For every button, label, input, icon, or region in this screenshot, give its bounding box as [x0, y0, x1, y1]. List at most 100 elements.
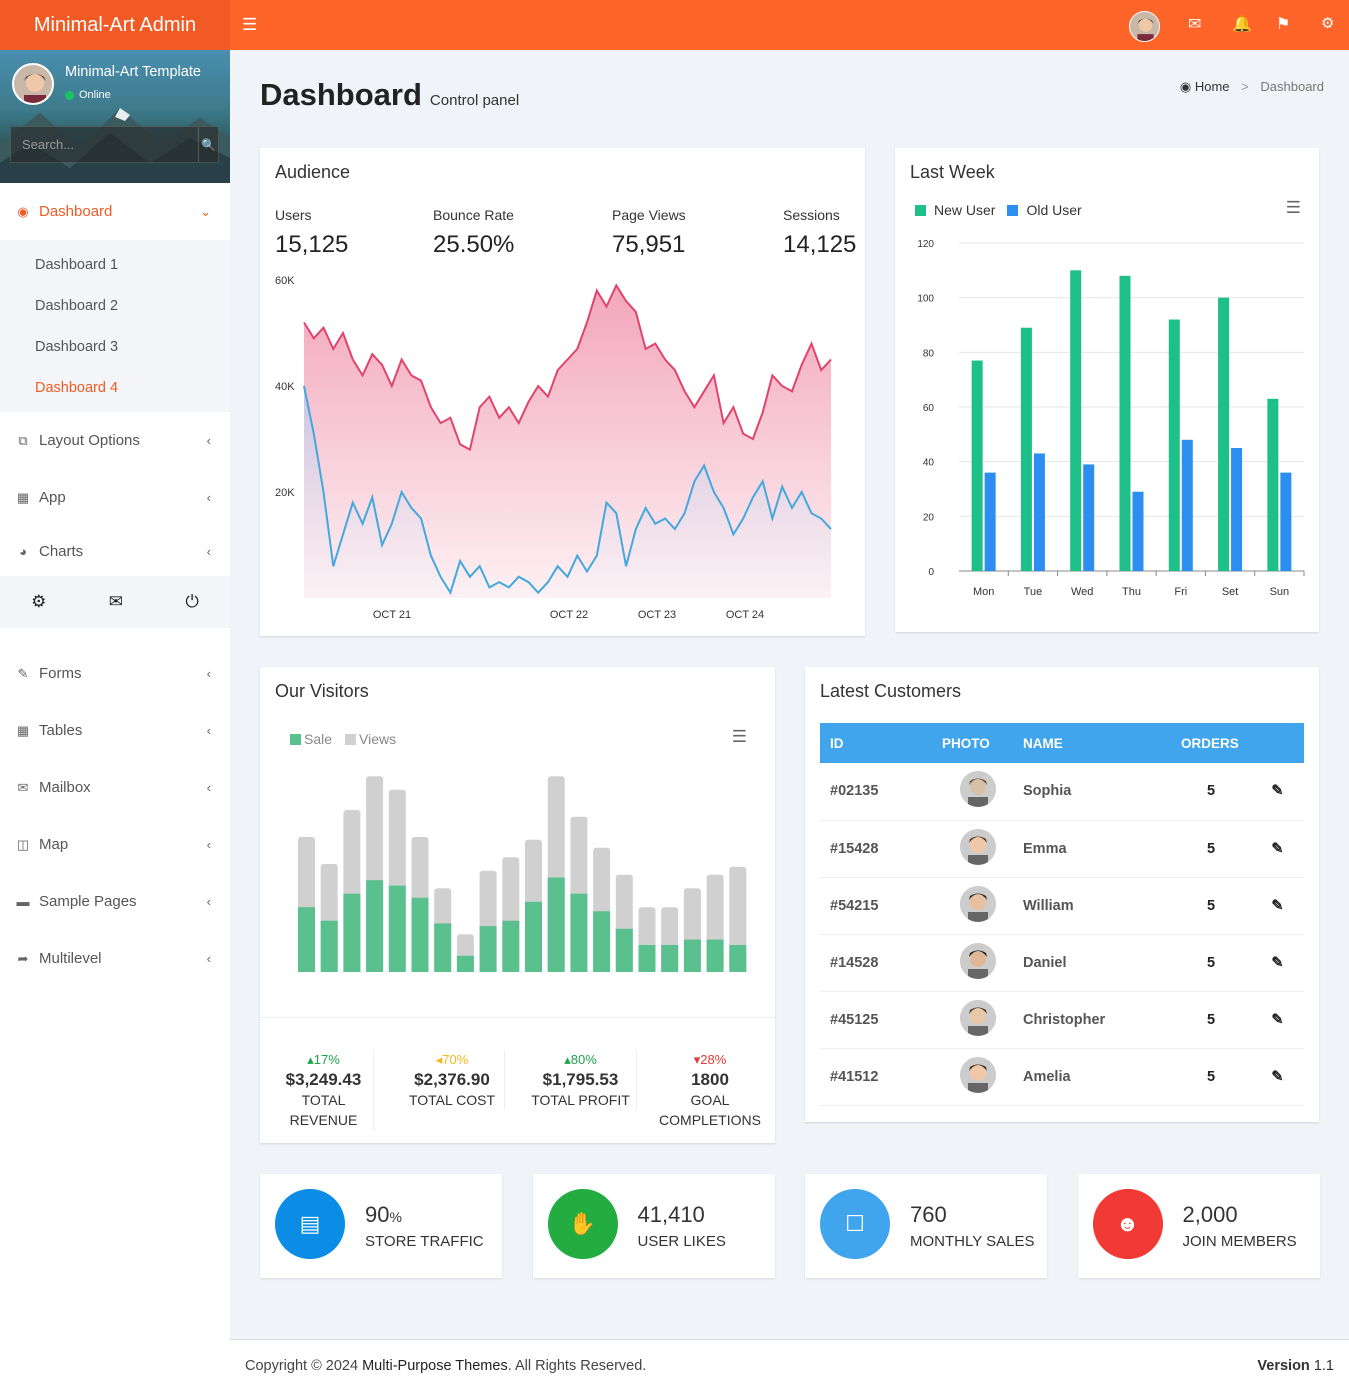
copyright-suffix: . All Rights Reserved.	[507, 1358, 647, 1374]
footer: Copyright © 2024 Multi-Purpose Themes. A…	[230, 1339, 1349, 1391]
stat-value: 15,125	[275, 231, 349, 258]
info-icon-circle: ✋	[547, 1189, 618, 1259]
last-week-card: Last Week New User Old User ☰ 0 20 40 60 80 1…	[895, 148, 1319, 632]
chart-legend: Sale Views	[290, 731, 396, 747]
customer-id: #15428	[820, 820, 932, 878]
settings-icon[interactable]: ⚙	[1321, 15, 1335, 32]
sidebar-item-label: Sample Pages	[39, 893, 137, 910]
legend-swatch	[915, 204, 926, 216]
customer-orders: 5	[1171, 877, 1251, 935]
edit-icon[interactable]: ✎	[1251, 820, 1304, 878]
topbar-user-avatar[interactable]	[1129, 11, 1160, 42]
summary-value: $2,376.90	[414, 1070, 490, 1089]
info-icon-circle: ☐	[820, 1189, 890, 1259]
brand-logo[interactable]: Minimal-Art Admin	[0, 0, 230, 50]
page-header: Dashboard Control panel	[260, 77, 519, 113]
summary-label: TOTAL PROFIT	[531, 1092, 630, 1108]
breadcrumb-home[interactable]: Home	[1194, 79, 1230, 94]
thumbs-up-icon: ✋	[568, 1211, 597, 1236]
col-header-name: NAME	[1013, 723, 1171, 763]
footer-link[interactable]: Multi-Purpose Themes	[362, 1358, 508, 1374]
info-number: 90%	[365, 1202, 402, 1228]
x-tick-label: OCT 24	[726, 609, 764, 621]
sidebar-item-mailbox[interactable]: ✉ Mailbox ‹	[0, 759, 230, 816]
bar-new-user	[1218, 297, 1230, 571]
breadcrumb-separator: >	[1241, 79, 1249, 94]
bar-old-user	[1083, 464, 1095, 571]
search-button[interactable]: 🔍	[198, 127, 218, 162]
edit-icon[interactable]: ✎	[1251, 877, 1304, 935]
mail-icon[interactable]: ✉	[108, 592, 124, 611]
bar-sale	[479, 926, 497, 972]
info-number-unit: %	[389, 1209, 402, 1225]
chart-menu-icon[interactable]: ☰	[731, 727, 747, 746]
bell-icon[interactable]: 🔔	[1232, 16, 1252, 33]
info-label: STORE TRAFFIC	[365, 1233, 484, 1250]
sidebar-subitem-dashboard-2[interactable]: Dashboard 2	[35, 297, 119, 314]
sidebar-item-multilevel[interactable]: ➦ Multilevel ‹	[0, 930, 230, 987]
chevron-left-icon: ‹	[206, 666, 211, 681]
trend-down-icon: ▾	[693, 1052, 701, 1067]
summary-label: TOTAL REVENUE	[289, 1092, 358, 1128]
sidebar-subitem-dashboard-4[interactable]: Dashboard 4	[35, 379, 119, 396]
summary-value: 1800	[691, 1070, 729, 1089]
customer-avatar	[960, 885, 996, 922]
sidebar-item-sample-pages[interactable]: ▬ Sample Pages ‹	[0, 873, 230, 930]
table-icon: ▦	[16, 722, 30, 738]
bar-old-user	[1231, 448, 1243, 571]
sidebar-item-layout-options[interactable]: ⧉ Layout Options ‹	[0, 412, 230, 469]
search-icon: 🔍	[201, 137, 216, 152]
bar-old-user	[1181, 439, 1193, 571]
bar-sale	[343, 893, 361, 972]
hamburger-menu-icon[interactable]: ☰	[242, 15, 258, 34]
sidebar-subitem-dashboard-1[interactable]: Dashboard 1	[35, 256, 119, 273]
breadcrumb-current: Dashboard	[1260, 79, 1324, 94]
sidebar-item-tables[interactable]: ▦ Tables ‹	[0, 702, 230, 759]
customer-id: #41512	[820, 1048, 932, 1106]
audience-area-chart: 60K 40K 20K OCT 21 OCT 22 OCT 23 OCT 24	[275, 275, 832, 621]
customer-name: William	[1013, 877, 1171, 935]
mail-notification-icon[interactable]: ✉	[1188, 16, 1202, 33]
edit-icon[interactable]: ✎	[1251, 934, 1304, 992]
customer-orders: 5	[1171, 763, 1251, 821]
chevron-left-icon: ‹	[206, 723, 211, 738]
user-avatar[interactable]	[12, 63, 54, 105]
summary-pct: 17%	[313, 1052, 340, 1067]
sidebar-item-map[interactable]: ◫ Map ‹	[0, 816, 230, 873]
info-icon-circle: ▤	[275, 1189, 345, 1259]
grid-icon: ▦	[16, 489, 30, 505]
settings-icon[interactable]: ⚙	[31, 592, 47, 611]
chart-menu-icon[interactable]: ☰	[1285, 198, 1301, 217]
card-title: Our Visitors	[275, 681, 369, 701]
sidebar-item-forms[interactable]: ✎ Forms ‹	[0, 645, 230, 702]
legend-label: Sale	[304, 731, 333, 747]
sidebar-item-dashboard[interactable]: ◉ Dashboard ⌄	[0, 183, 230, 240]
sidebar-item-label: Layout Options	[39, 432, 140, 449]
power-icon[interactable]: ⏻	[185, 592, 199, 611]
chevron-left-icon: ‹	[206, 837, 211, 852]
copyright-prefix: Copyright © 2024	[245, 1358, 363, 1374]
edit-icon[interactable]: ✎	[1251, 763, 1304, 821]
bar-sale	[547, 877, 565, 972]
bar-sale	[411, 897, 429, 972]
x-tick-label: Mon	[973, 586, 994, 598]
card-title: Latest Customers	[820, 681, 962, 701]
flag-icon[interactable]: ⚑	[1276, 16, 1291, 33]
edit-icon[interactable]: ✎	[1251, 991, 1304, 1049]
sidebar-subitem-dashboard-3[interactable]: Dashboard 3	[35, 338, 119, 355]
edit-icon: ✎	[17, 665, 29, 681]
sidebar-item-charts[interactable]: ◕ Charts ‹	[0, 526, 230, 576]
sidebar-item-app[interactable]: ▦ App ‹	[0, 469, 230, 526]
chevron-left-icon: ‹	[206, 951, 211, 966]
chevron-left-icon: ‹	[206, 490, 211, 505]
chevron-down-icon: ⌄	[200, 203, 211, 219]
search-input[interactable]	[11, 127, 198, 162]
edit-icon[interactable]: ✎	[1251, 1048, 1304, 1106]
customer-orders: 5	[1171, 1048, 1251, 1106]
version-number: 1.1	[1313, 1358, 1334, 1374]
x-tick-label: Set	[1222, 586, 1239, 598]
bar-sale	[320, 920, 338, 972]
info-number-value: 41,410	[637, 1202, 705, 1227]
folder-icon: ▬	[16, 894, 30, 909]
info-box: ☻ 2,000 JOIN MEMBERS	[1077, 1174, 1320, 1278]
